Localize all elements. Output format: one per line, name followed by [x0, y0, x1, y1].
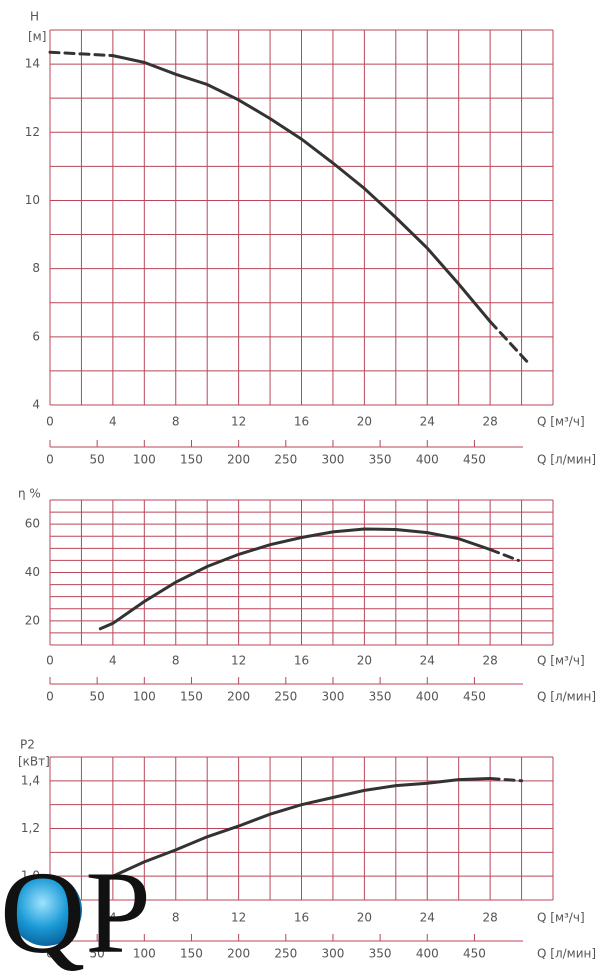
x2-tick-label: 150 — [180, 947, 203, 961]
y-tick-label: 14 — [25, 57, 40, 71]
x-tick-label: 28 — [482, 654, 497, 668]
x2-tick-label: 250 — [274, 947, 297, 961]
x2-tick-label: 200 — [227, 453, 250, 467]
y-axis-label: H — [30, 10, 39, 24]
y-tick-label: 1,2 — [21, 821, 40, 835]
x2-axis-label: Q [л/мин] — [537, 947, 596, 961]
x2-tick-label: 300 — [322, 453, 345, 467]
y-axis-label: [м] — [28, 30, 46, 44]
x2-tick-label: 150 — [180, 690, 203, 704]
y-axis-label: [кВт] — [18, 755, 50, 769]
y-tick-label: 8 — [32, 261, 40, 275]
x-tick-label: 4 — [109, 415, 117, 429]
x2-tick-label: 350 — [369, 453, 392, 467]
y-tick-label: 60 — [25, 517, 40, 531]
curve — [488, 548, 520, 562]
x-tick-label: 16 — [294, 415, 309, 429]
curve — [98, 527, 492, 631]
x2-tick-label: 350 — [369, 947, 392, 961]
curve — [111, 54, 492, 323]
x-tick-label: 12 — [231, 911, 246, 925]
x2-tick-label: 250 — [274, 453, 297, 467]
curve — [48, 50, 115, 58]
x-tick-label: 16 — [294, 654, 309, 668]
x2-tick-label: 350 — [369, 690, 392, 704]
x-tick-label: 16 — [294, 911, 309, 925]
curve — [488, 320, 530, 364]
logo: QP — [0, 847, 151, 978]
x-axis-label: Q [м³/ч] — [537, 654, 585, 668]
y-tick-label: 12 — [25, 125, 40, 139]
x2-tick-label: 50 — [90, 453, 105, 467]
x-tick-label: 28 — [482, 911, 497, 925]
y-axis-label: η % — [18, 487, 41, 501]
x-tick-label: 4 — [109, 911, 117, 925]
y-tick-label: 20 — [25, 613, 40, 627]
x-tick-label: 28 — [482, 415, 497, 429]
x-tick-label: 4 — [109, 654, 117, 668]
x-tick-label: 8 — [172, 911, 180, 925]
x2-tick-label: 200 — [227, 947, 250, 961]
y-tick-label: 1,4 — [21, 773, 40, 787]
x2-tick-label: 400 — [416, 453, 439, 467]
x-tick-label: 20 — [357, 654, 372, 668]
x2-tick-label: 50 — [90, 690, 105, 704]
x-tick-label: 20 — [357, 911, 372, 925]
x2-tick-label: 200 — [227, 690, 250, 704]
x-tick-label: 0 — [46, 654, 54, 668]
x2-tick-label: 400 — [416, 690, 439, 704]
curve — [488, 777, 524, 783]
logo-water — [10, 874, 82, 946]
x2-tick-label: 450 — [463, 690, 486, 704]
x-tick-label: 8 — [172, 415, 180, 429]
x-tick-label: 12 — [231, 654, 246, 668]
y-tick-label: 4 — [32, 398, 40, 412]
x-axis-label: Q [м³/ч] — [537, 911, 585, 925]
x2-tick-label: 100 — [133, 947, 156, 961]
x-tick-label: 12 — [231, 415, 246, 429]
x2-tick-label: 100 — [133, 690, 156, 704]
x2-tick-label: 300 — [322, 690, 345, 704]
curve — [98, 777, 492, 884]
x-tick-label: 24 — [420, 654, 435, 668]
x-tick-label: 8 — [172, 654, 180, 668]
x2-tick-label: 0 — [46, 690, 54, 704]
y-tick-label: 10 — [25, 193, 40, 207]
x2-tick-label: 250 — [274, 690, 297, 704]
x2-tick-label: 0 — [46, 947, 54, 961]
x2-tick-label: 100 — [133, 453, 156, 467]
x2-tick-label: 300 — [322, 947, 345, 961]
x2-tick-label: 150 — [180, 453, 203, 467]
x-tick-label: 0 — [46, 415, 54, 429]
x2-tick-label: 400 — [416, 947, 439, 961]
x2-tick-label: 50 — [90, 947, 105, 961]
x2-tick-label: 450 — [463, 453, 486, 467]
x-axis-label: Q [м³/ч] — [537, 415, 585, 429]
x-tick-label: 20 — [357, 415, 372, 429]
x2-tick-label: 0 — [46, 453, 54, 467]
y-axis-label: P2 — [20, 738, 35, 752]
y-tick-label: 6 — [32, 329, 40, 343]
x-tick-label: 24 — [420, 415, 435, 429]
y-tick-label: 40 — [25, 565, 40, 579]
x2-tick-label: 450 — [463, 947, 486, 961]
x-tick-label: 24 — [420, 911, 435, 925]
x2-axis-label: Q [л/мин] — [537, 690, 596, 704]
x2-axis-label: Q [л/мин] — [537, 453, 596, 467]
